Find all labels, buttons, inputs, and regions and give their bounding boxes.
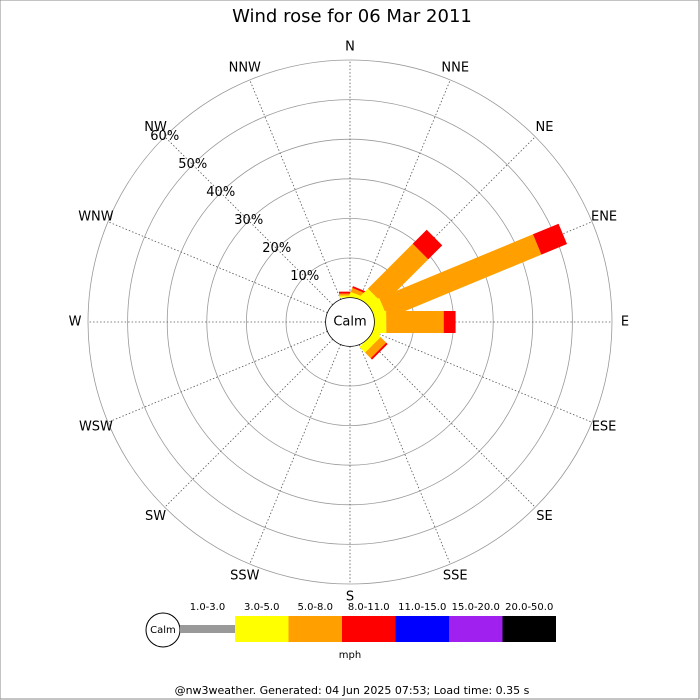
legend-label: 5.0-8.0 (298, 602, 333, 613)
spoke (164, 136, 334, 306)
spoke (366, 338, 536, 508)
bar-segment (359, 331, 381, 353)
legend-swatch (395, 616, 449, 642)
bar-segment (339, 295, 361, 298)
direction-label: WNW (78, 209, 114, 224)
direction-label: N (345, 40, 355, 55)
ring (87, 59, 613, 585)
legend-unit: mph (339, 650, 361, 661)
legend-label: 11.0-15.0 (398, 602, 446, 613)
bar-segment (386, 311, 444, 333)
calm-circle (325, 297, 375, 347)
legend-label: 3.0-5.0 (244, 602, 279, 613)
bar-segment (412, 229, 443, 260)
legend-swatch (180, 625, 235, 633)
spoke (164, 338, 334, 508)
spoke (107, 330, 328, 423)
legend-swatch (235, 616, 289, 642)
bar-segment (532, 223, 567, 255)
spoke (358, 344, 451, 565)
legend-swatch (502, 616, 556, 642)
direction-label: NW (144, 120, 167, 135)
direction-label: NNW (229, 60, 261, 75)
direction-label: SSW (230, 569, 260, 584)
ring-label: 50% (178, 157, 207, 172)
legend-swatch (342, 616, 396, 642)
chart-title: Wind rose for 06 Mar 2011 (232, 6, 472, 27)
bar-segment (367, 243, 429, 305)
legend-label: 15.0-20.0 (452, 602, 500, 613)
legend-swatch (449, 616, 503, 642)
legend-label: 20.0-50.0 (505, 602, 553, 613)
calm-label: Calm (333, 315, 366, 330)
bar-segment (443, 311, 456, 333)
ring-label: 30% (234, 213, 263, 228)
ring-label: 10% (290, 269, 319, 284)
bar-segment (365, 337, 387, 359)
direction-label: NE (535, 120, 553, 135)
direction-label: S (346, 590, 354, 605)
direction-label: SE (536, 509, 552, 524)
spoke (372, 330, 593, 423)
bar-segment (339, 291, 361, 294)
spoke (358, 79, 451, 300)
ring-label: 60% (150, 129, 179, 144)
bar-segment (379, 234, 542, 319)
ring-label: 20% (262, 241, 291, 256)
direction-label: SSE (443, 569, 468, 584)
bar-segment (370, 342, 388, 360)
footer: @nw3weather. Generated: 04 Jun 2025 07:5… (175, 684, 530, 697)
ring (206, 178, 494, 466)
direction-label: SW (145, 509, 166, 524)
legend-label: 1.0-3.0 (190, 602, 225, 613)
ring (127, 99, 573, 545)
legend-swatch (288, 616, 342, 642)
direction-label: ESE (592, 420, 617, 435)
direction-label: E (621, 315, 629, 330)
ring-label: 40% (206, 185, 235, 200)
spoke (249, 79, 342, 300)
direction-label: NNE (441, 60, 469, 75)
legend-calm-label: Calm (150, 625, 176, 636)
legend-label: 8.0-11.0 (348, 602, 390, 613)
spoke (107, 221, 328, 314)
direction-label: WSW (79, 420, 113, 435)
spoke (249, 344, 342, 565)
direction-label: ENE (591, 209, 617, 224)
direction-label: W (69, 315, 82, 330)
